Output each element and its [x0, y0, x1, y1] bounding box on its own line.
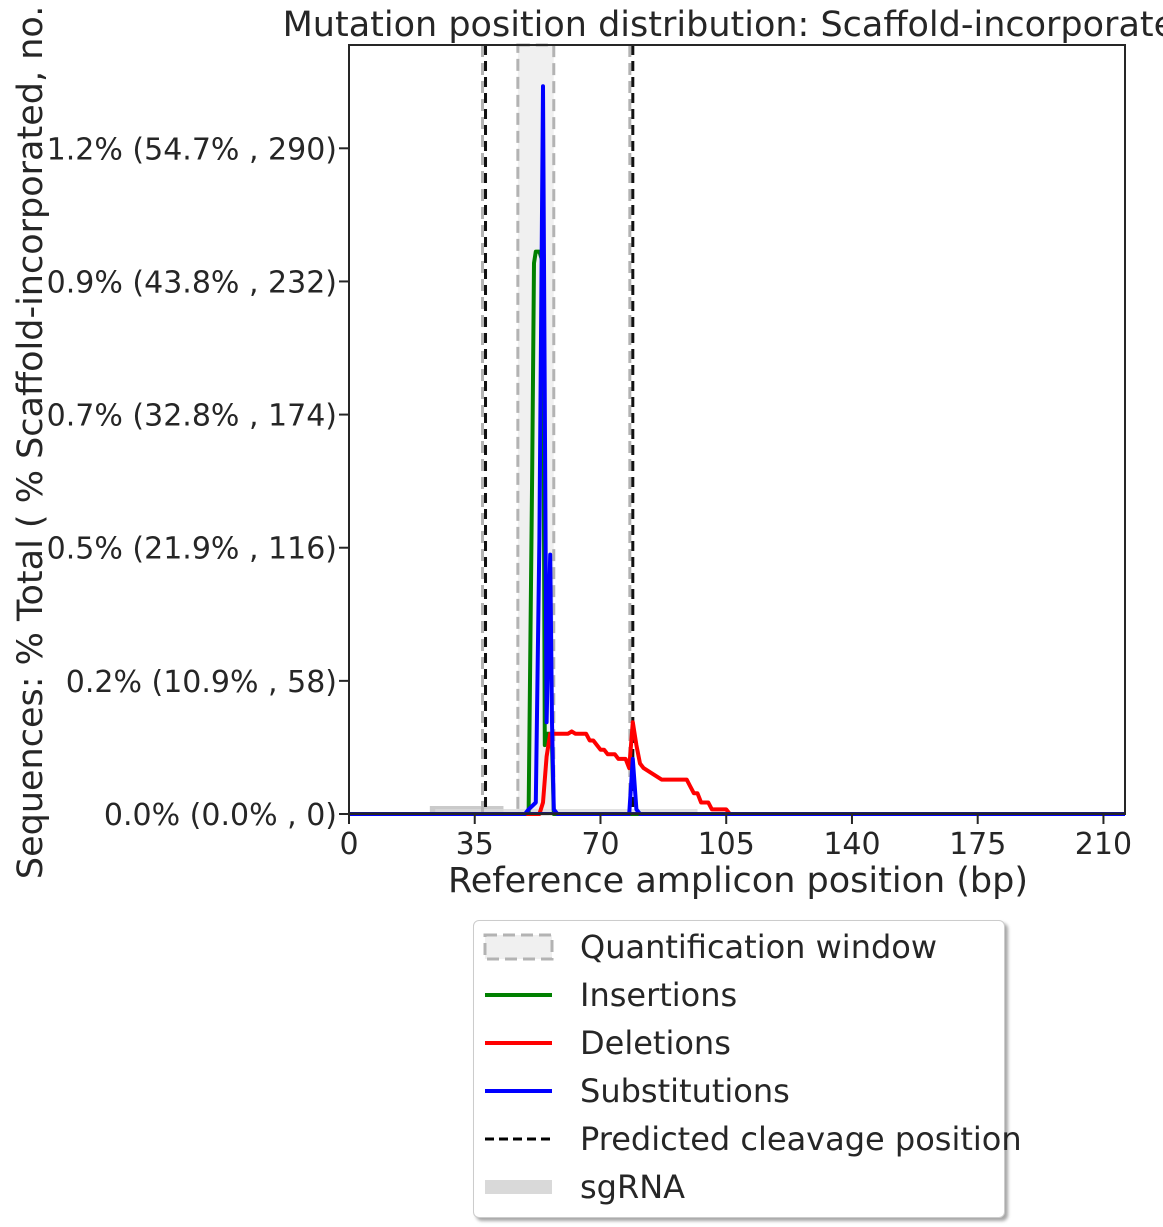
x-tick-label: 210: [1075, 827, 1132, 862]
axis-ticks: 0 35 70 105 140 175 210 0.0% (0.0% , 0) 0.2% (10…: [47, 132, 1132, 862]
y-tick-label: 1.2% (54.7% , 290): [47, 132, 337, 167]
y-tick-label: 0.0% (0.0% , 0): [104, 798, 337, 833]
series-insertions: [349, 249, 1125, 816]
plot-area: [349, 43, 1125, 816]
x-tick-label: 105: [698, 827, 755, 862]
axes-frame: [348, 44, 1126, 815]
y-tick-label: 0.2% (10.9% , 58): [66, 665, 337, 700]
series-substitutions: [349, 84, 1125, 816]
y-tick-label: 0.5% (21.9% , 116): [47, 532, 337, 567]
series-deletions: [349, 720, 1125, 816]
y-tick-label: 0.7% (32.8% , 174): [47, 399, 337, 434]
x-tick-label: 175: [949, 827, 1006, 862]
x-tick-label: 35: [456, 827, 494, 862]
y-axis-label: Sequences: % Total ( % Scaffold-incorpor…: [11, 0, 51, 879]
x-tick-label: 70: [581, 827, 619, 862]
x-tick-label: 140: [823, 827, 880, 862]
y-tick-label: 0.9% (43.8% , 232): [47, 265, 337, 300]
chart-title: Mutation position distribution: Scaffold…: [283, 5, 1163, 45]
x-axis-label: Reference amplicon position (bp): [448, 861, 1028, 901]
chart-legend: [473, 920, 1005, 1218]
x-tick-label: 0: [339, 827, 358, 862]
